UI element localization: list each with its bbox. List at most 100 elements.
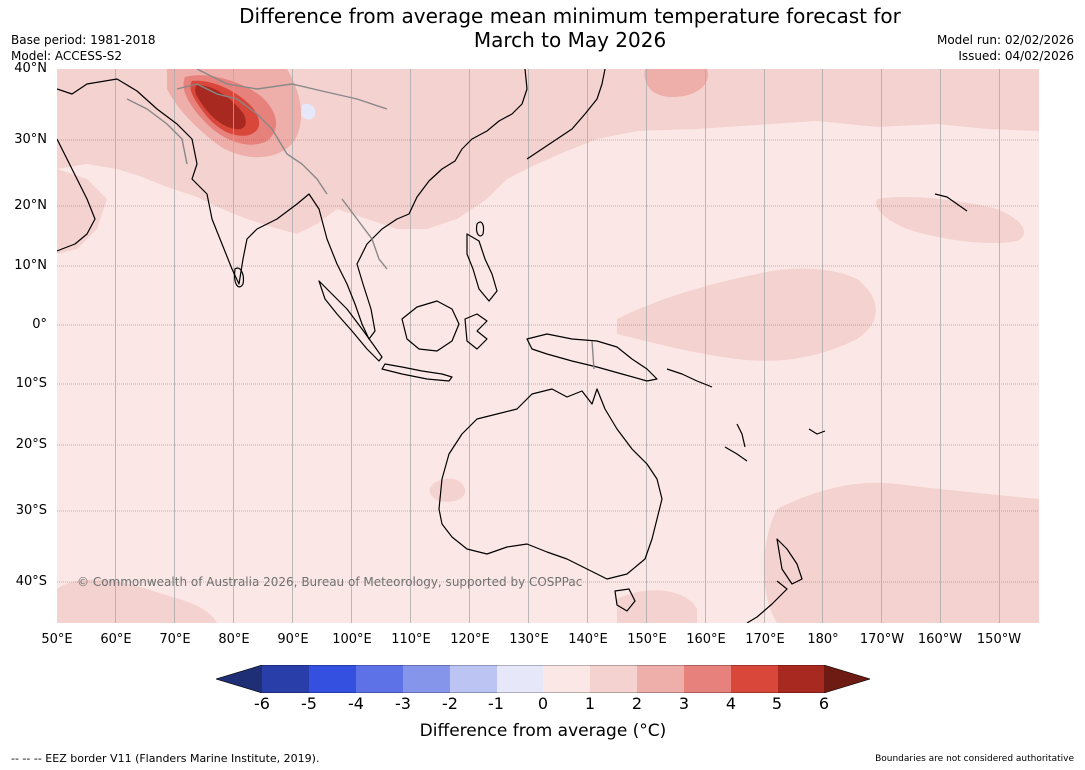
coast-philippines	[466, 233, 498, 302]
colorbar-tick-m2: -2	[442, 694, 458, 713]
coast-borneo	[401, 300, 460, 352]
shading-south-west	[57, 579, 217, 623]
lat-label-0: 0°	[32, 317, 47, 332]
shading-south-mid	[617, 590, 697, 623]
lon-label-100e: 100°E	[332, 632, 372, 647]
shading-south-east	[763, 482, 1039, 623]
model-run: Model run: 02/02/2026	[936, 33, 1074, 47]
coast-new-zealand-south	[746, 580, 788, 623]
lon-label-150e: 150°E	[627, 632, 667, 647]
lat-label-40s: 40°S	[15, 574, 47, 589]
coastlines	[57, 69, 968, 623]
lat-label-20s: 20°S	[15, 437, 47, 452]
coast-asia	[57, 69, 528, 340]
border-pakistan	[126, 98, 188, 165]
lon-label-110e: 110°E	[391, 632, 431, 647]
colorbar-tick-3: 3	[678, 694, 690, 713]
meridians	[115, 69, 1000, 623]
colorbar-tick-2: 2	[631, 694, 643, 713]
coast-fiji	[808, 428, 826, 435]
lon-label-130e: 130°E	[509, 632, 549, 647]
lat-label-30n: 30°N	[14, 132, 47, 147]
shading-indian-ocean	[429, 478, 466, 502]
lon-label-180: 180°	[807, 632, 839, 647]
colorbar-bin-m3	[403, 665, 450, 693]
colorbar-bin-p5	[778, 665, 824, 693]
chart-title: Difference from average mean minimum tem…	[0, 4, 1085, 52]
title-line-2: March to May 2026	[473, 28, 667, 52]
colorbar-tick-m1: -1	[488, 694, 504, 713]
coast-new-zealand-north	[776, 538, 803, 585]
lon-label-90e: 90°E	[277, 632, 309, 647]
lon-label-160w: 160°W	[917, 632, 963, 647]
issued-date: Issued: 04/02/2026	[958, 49, 1074, 63]
lat-label-40n: 40°N	[14, 61, 47, 76]
colorbar-bin-p3	[684, 665, 731, 693]
colorbar-tick-m6: -6	[254, 694, 270, 713]
eez-border-legend: -- -- -- EEZ border V11 (Flanders Marine…	[11, 752, 320, 765]
coast-new-guinea	[526, 333, 658, 382]
lat-label-30s: 30°S	[15, 503, 47, 518]
shading-islands-east	[876, 197, 1025, 244]
lat-label-20n: 20°N	[14, 198, 47, 213]
colorbar-extend-low	[216, 665, 262, 693]
lon-label-60e: 60°E	[100, 632, 132, 647]
coast-sumatra	[318, 280, 383, 362]
lon-label-70e: 70°E	[159, 632, 191, 647]
coast-vanuatu	[736, 423, 746, 448]
colorbar-bin-m4	[356, 665, 403, 693]
colorbar-tick-m3: -3	[395, 694, 411, 713]
coast-hawaii	[934, 193, 968, 212]
lon-label-50e: 50°E	[41, 632, 73, 647]
boundaries-disclaimer: Boundaries are not considered authoritat…	[875, 754, 1074, 764]
coast-new-caledonia	[724, 446, 748, 462]
colorbar-tick-4: 4	[725, 694, 737, 713]
forecast-map[interactable]: © Commonwealth of Australia 2026, Bureau…	[57, 69, 1039, 623]
title-line-1: Difference from average mean minimum tem…	[239, 4, 901, 28]
model-name: Model: ACCESS-S2	[11, 49, 123, 63]
coast-arabia	[57, 138, 96, 252]
coast-java	[381, 363, 453, 382]
shading-cool-spot	[301, 103, 316, 120]
coast-sulawesi	[464, 313, 488, 350]
colorbar-tick-0: 0	[537, 694, 549, 713]
border-png	[591, 340, 595, 370]
colorbar-tick-m4: -4	[348, 694, 364, 713]
coast-australia	[438, 388, 663, 580]
lon-label-80e: 80°E	[218, 632, 250, 647]
colorbar-tick-1: 1	[584, 694, 596, 713]
colorbar-bin-m5	[309, 665, 356, 693]
colorbar-label: Difference from average (°C)	[419, 721, 667, 741]
copyright-notice: © Commonwealth of Australia 2026, Bureau…	[77, 575, 582, 589]
colorbar-bin-m2	[450, 665, 497, 693]
gridlines	[57, 139, 1039, 583]
coast-sri-lanka	[234, 267, 245, 288]
country-borders	[126, 69, 595, 370]
colorbar	[216, 665, 870, 693]
anomaly-shading	[57, 69, 1039, 623]
border-china-north	[196, 69, 388, 110]
colorbar-bin-p4	[731, 665, 778, 693]
colorbar-tick-m5: -5	[301, 694, 317, 713]
colorbar-tick-5: 5	[771, 694, 783, 713]
lon-label-120e: 120°E	[450, 632, 490, 647]
colorbar-extend-high	[824, 665, 870, 693]
lat-label-10n: 10°N	[14, 258, 47, 273]
coast-solomons	[666, 368, 713, 388]
lon-label-150w: 150°W	[976, 632, 1022, 647]
lon-label-160e: 160°E	[686, 632, 726, 647]
shading-pacific-north	[644, 69, 708, 97]
colorbar-tick-6: 6	[818, 694, 830, 713]
lon-label-170w: 170°W	[859, 632, 905, 647]
colorbar-bin-p2	[637, 665, 684, 693]
lat-label-10s: 10°S	[15, 376, 47, 391]
lon-label-170e: 170°E	[745, 632, 785, 647]
coast-tasmania	[614, 588, 636, 612]
meta-left: Base period: 1981-2018 Model: ACCESS-S2	[11, 32, 156, 64]
border-china-india	[176, 83, 328, 195]
lon-label-140e: 140°E	[568, 632, 608, 647]
colorbar-bin-m6	[262, 665, 309, 693]
coast-japan	[526, 69, 606, 160]
coast-taiwan	[475, 221, 485, 237]
base-period: Base period: 1981-2018	[11, 33, 156, 47]
